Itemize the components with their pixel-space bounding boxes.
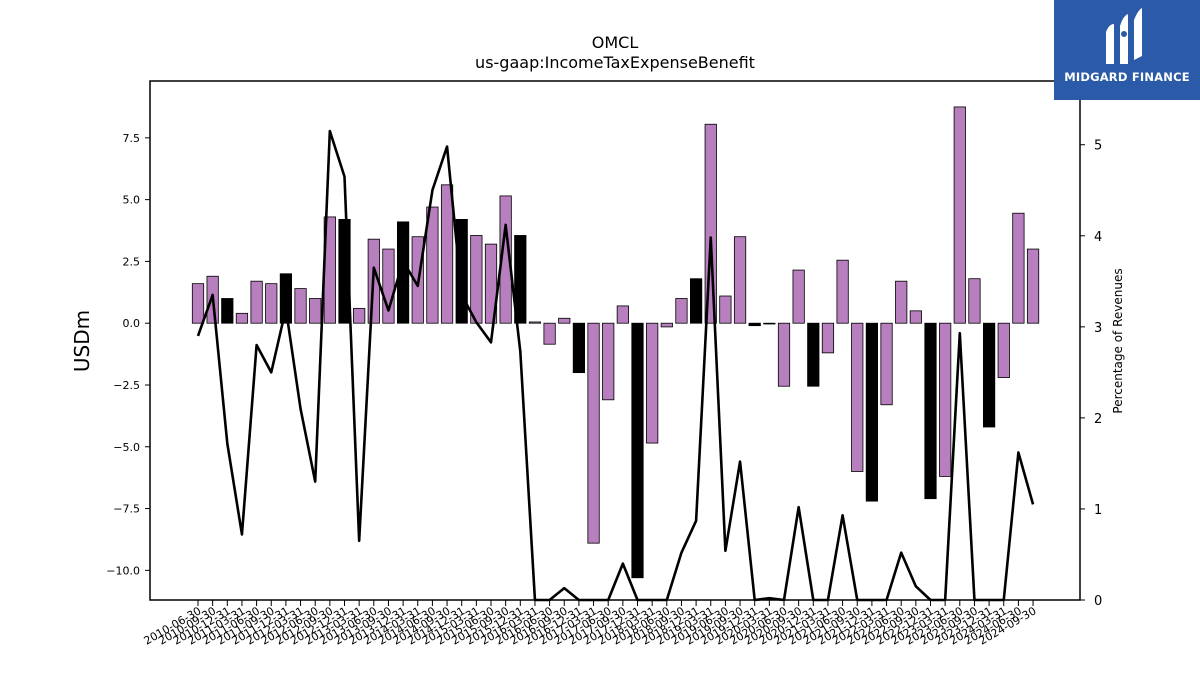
bar-2021-03-31 [821, 322, 835, 354]
y-tick-label: 0.0 [123, 317, 141, 330]
y-tick-label: 5.0 [123, 194, 141, 207]
bar-2015-06-30 [484, 243, 498, 324]
plot-frame [149, 80, 1081, 601]
y2-tick-label: 3 [1094, 321, 1102, 336]
bar-2018-09-30 [675, 298, 688, 324]
bar-2022-09-30 [909, 310, 922, 324]
bar-2022-06-30 [895, 280, 908, 324]
pct-line-series [196, 129, 1035, 602]
bar-2024-06-30 [1012, 212, 1025, 324]
y-tick-label: 7.5 [123, 132, 141, 145]
y2-tick-label: 2 [1094, 412, 1102, 427]
bar-2020-06-30 [777, 322, 791, 387]
pct-of-revenues-line [196, 129, 1035, 602]
bar-2021-06-30 [836, 259, 849, 324]
bar-2020-12-31 [807, 322, 820, 387]
y-axis-label: USDm [70, 310, 94, 372]
bar-2016-06-30 [543, 322, 556, 345]
bar-2017-12-31 [631, 322, 644, 579]
y2-axis-label: Percentage of Revenues [1111, 268, 1125, 413]
bar-2021-09-30 [851, 322, 864, 472]
bar-2024-03-31 [997, 322, 1010, 378]
bar-2019-09-30 [733, 236, 747, 324]
bar-2017-06-30 [602, 322, 615, 401]
bar-2016-12-31 [572, 322, 586, 374]
bar-2014-09-30 [440, 184, 454, 324]
bar-2020-03-31 [763, 322, 776, 325]
bar-2017-09-30 [616, 305, 629, 324]
bar-2013-03-31 [353, 307, 366, 324]
bar-2011-03-31 [235, 312, 249, 324]
chart-subtitle: us-gaap:IncomeTaxExpenseBenefit [475, 53, 755, 72]
y2-tick-label: 4 [1094, 230, 1102, 245]
bar-2022-12-31 [924, 322, 937, 500]
bar-2013-09-30 [382, 248, 395, 324]
y2-tick-label: 5 [1094, 139, 1102, 154]
bar-2014-12-31 [455, 218, 468, 324]
bar-2012-12-31 [338, 218, 351, 324]
y-tick-label: −5.0 [113, 441, 140, 454]
y-tick-label: −7.5 [113, 503, 140, 516]
bar-2012-06-30 [309, 298, 322, 324]
bar-2016-09-30 [558, 317, 571, 324]
bar-2015-09-30 [499, 195, 512, 324]
y-axis-ticks: −10.0 −7.5 −5.0 −2.5 0.0 2.5 5.0 7.5 [106, 132, 150, 577]
bar-2024-09-30 [1026, 248, 1040, 324]
bar-2011-09-30 [265, 283, 278, 324]
bar-2014-06-30 [426, 206, 439, 324]
chart-title: OMCL [592, 33, 639, 52]
brand-name: MIDGARD FINANCE [1064, 70, 1190, 84]
bar-2023-09-30 [968, 278, 981, 324]
y2-tick-label: 0 [1094, 594, 1102, 609]
bar-2019-06-30 [719, 295, 732, 324]
bar-2019-12-31 [748, 322, 761, 327]
y2-axis-ticks: 0 1 2 3 4 5 [1080, 139, 1102, 609]
bar-2011-12-31 [279, 273, 293, 324]
bar-2018-03-31 [646, 322, 659, 444]
y-tick-label: −10.0 [106, 564, 140, 577]
bar-2018-12-31 [690, 278, 703, 324]
bar-2011-06-30 [250, 280, 263, 324]
bar-2012-03-31 [294, 288, 307, 324]
bar-2021-12-31 [865, 322, 879, 502]
y2-tick-label: 1 [1094, 503, 1102, 518]
y-tick-label: −2.5 [113, 379, 140, 392]
logo-mark-icon [1106, 8, 1142, 64]
bar-series [191, 106, 1040, 579]
x-axis-ticks: 2010-06-302010-09-302010-12-312011-03-31… [142, 600, 1039, 648]
bar-2019-03-31 [704, 123, 717, 324]
brand-logo: MIDGARD FINANCE [1054, 0, 1200, 100]
y-tick-label: 2.5 [123, 255, 141, 268]
bar-2017-03-31 [587, 322, 600, 544]
bar-2010-06-30 [191, 283, 205, 324]
bar-2015-03-31 [470, 235, 483, 324]
bar-2018-06-30 [660, 322, 673, 328]
bar-2016-03-31 [528, 321, 542, 324]
bar-2023-06-30 [953, 106, 966, 324]
bar-2010-12-31 [221, 298, 234, 324]
bar-2020-09-30 [792, 269, 805, 324]
bar-2022-03-31 [880, 322, 893, 406]
bar-2015-12-31 [514, 235, 527, 324]
bar-2023-03-31 [939, 322, 952, 477]
bar-2023-12-31 [983, 322, 996, 428]
